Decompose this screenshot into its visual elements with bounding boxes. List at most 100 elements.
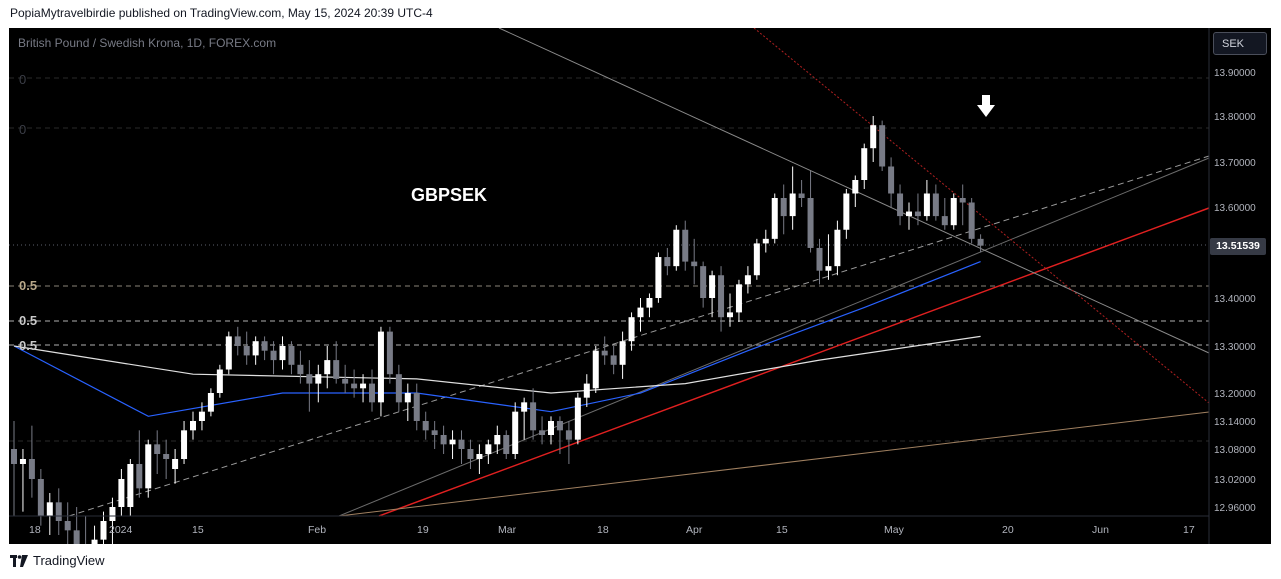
long-term-trendline <box>338 411 1210 517</box>
candle-body <box>556 421 563 431</box>
candle-body <box>789 193 796 217</box>
trendlines <box>68 28 1210 517</box>
candle-body <box>897 193 904 217</box>
tradingview-logo-icon <box>10 554 28 567</box>
candle <box>861 143 868 189</box>
candle-body <box>565 430 572 440</box>
price-tick-label: 13.80000 <box>1214 112 1256 123</box>
candle-body <box>718 275 725 318</box>
candle <box>225 331 232 375</box>
symbol-info[interactable]: British Pound / Swedish Krona, 1D, FOREX… <box>18 36 277 50</box>
candle <box>548 416 554 445</box>
candle <box>198 402 205 431</box>
candle-body <box>637 307 644 318</box>
candle <box>744 266 751 294</box>
candle <box>19 449 26 512</box>
candle <box>386 326 393 384</box>
candle-body <box>950 198 957 226</box>
candle <box>852 175 859 207</box>
candle-body <box>234 336 241 346</box>
tradingview-footer[interactable]: TradingView <box>10 553 105 568</box>
time-tick-label: 18 <box>597 524 609 536</box>
price-tick-label: 13.60000 <box>1214 203 1256 214</box>
candle-body <box>252 341 259 356</box>
candle-body <box>968 202 975 239</box>
candle <box>37 469 44 526</box>
candle-body <box>906 211 912 217</box>
candle <box>207 388 214 417</box>
candle-body <box>261 341 268 351</box>
candle <box>664 247 671 276</box>
candle <box>127 459 134 517</box>
candle <box>306 360 313 412</box>
candle-body <box>458 439 465 449</box>
candle <box>467 439 474 469</box>
fib-label: 0 <box>19 72 27 87</box>
chart-canvas[interactable]: 13.90000 13.80000 13.70000 13.60000 13.40000… <box>9 28 1271 544</box>
candle-body <box>306 374 313 384</box>
candle-body <box>870 125 877 149</box>
candle <box>270 341 277 375</box>
candle-body <box>879 125 886 167</box>
candle <box>369 369 375 412</box>
candle-body <box>127 464 134 507</box>
candle <box>574 393 581 445</box>
candle-body <box>807 198 814 248</box>
candle <box>762 229 769 253</box>
candle <box>771 193 778 244</box>
candle-body <box>377 331 384 403</box>
candle-body <box>834 229 841 267</box>
candle <box>610 346 617 375</box>
candle <box>700 261 707 308</box>
candle <box>360 374 367 403</box>
time-tick-label: 17 <box>1183 524 1195 536</box>
candle <box>709 270 716 318</box>
fib-label: 0.5 <box>19 313 38 328</box>
candle <box>73 507 80 544</box>
candle <box>261 336 268 361</box>
candle <box>136 430 143 498</box>
candle-body <box>467 449 474 459</box>
candle-body <box>476 454 483 459</box>
candle-body <box>118 479 125 507</box>
candle-body <box>816 247 823 271</box>
candle <box>431 421 438 449</box>
candle <box>28 425 35 498</box>
candle-body <box>324 360 331 375</box>
candle-body <box>360 383 367 389</box>
candle-body <box>46 502 53 517</box>
candle <box>297 350 304 384</box>
candle-body <box>279 346 286 361</box>
candle <box>440 425 447 454</box>
candle <box>163 439 170 479</box>
candle <box>64 502 71 544</box>
candle <box>798 180 805 207</box>
candle-body <box>207 393 214 412</box>
currency-button[interactable]: SEK <box>1213 32 1267 55</box>
candle <box>216 364 223 398</box>
candle-body <box>270 350 277 361</box>
price-axis-labels: 13.90000 13.80000 13.70000 13.60000 13.40000… <box>1214 68 1256 514</box>
candle <box>825 234 832 280</box>
chart-frame[interactable]: 13.90000 13.80000 13.70000 13.60000 13.40000… <box>9 28 1271 544</box>
candle <box>923 180 930 221</box>
candle-body <box>351 383 358 389</box>
candle <box>977 234 984 253</box>
candle <box>46 493 53 535</box>
candle-body <box>861 148 868 180</box>
fib-label: 0 <box>19 122 27 137</box>
candle <box>288 341 295 375</box>
blue-moving-average <box>13 261 981 417</box>
candle-body <box>154 444 161 454</box>
candle-body <box>485 444 492 454</box>
candle-body <box>225 336 232 370</box>
candle <box>109 497 116 544</box>
candle <box>118 469 125 517</box>
candle-body <box>494 435 501 445</box>
candle <box>181 421 188 464</box>
candle <box>154 430 161 474</box>
time-tick-label: 18 <box>29 524 41 536</box>
candle <box>91 525 98 544</box>
candle-body <box>753 243 760 276</box>
candle-body <box>422 421 429 431</box>
